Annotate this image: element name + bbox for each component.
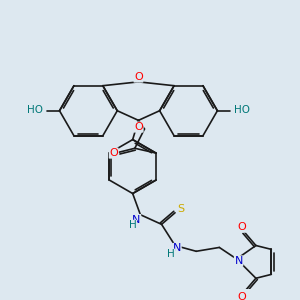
Text: O: O xyxy=(109,148,118,158)
Text: O: O xyxy=(237,222,246,232)
Text: HO: HO xyxy=(27,105,43,115)
Text: H: H xyxy=(167,249,175,259)
Text: O: O xyxy=(237,292,246,300)
Text: O: O xyxy=(134,72,143,82)
Text: N: N xyxy=(132,214,141,224)
Text: H: H xyxy=(129,220,136,230)
Text: HO: HO xyxy=(234,105,250,115)
Text: N: N xyxy=(234,256,243,266)
Text: O: O xyxy=(134,122,143,132)
Text: S: S xyxy=(177,204,184,214)
Text: N: N xyxy=(173,243,181,254)
